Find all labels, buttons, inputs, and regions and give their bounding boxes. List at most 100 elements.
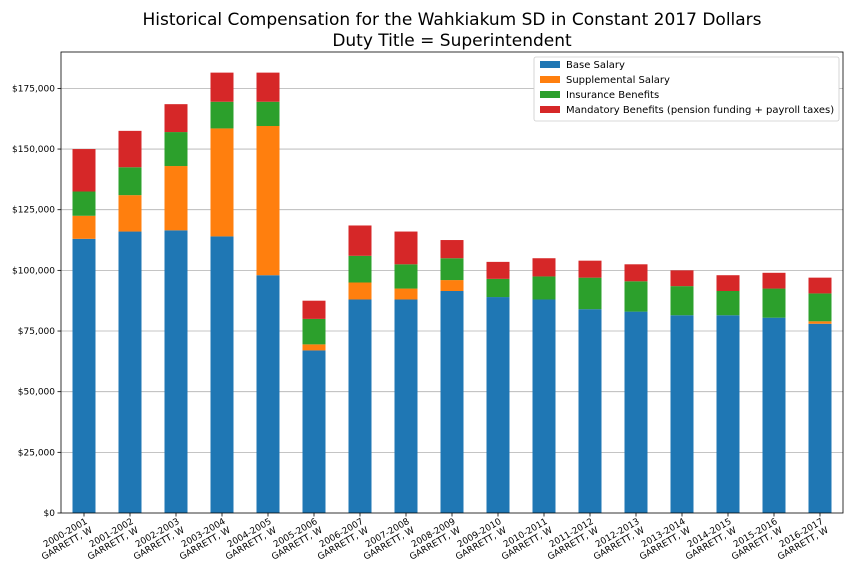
bar-segment — [670, 270, 694, 287]
bar-segment — [532, 258, 556, 277]
bar-segment — [302, 350, 326, 513]
bar-segment — [624, 264, 648, 282]
bars — [72, 72, 832, 514]
bar-segment — [256, 126, 280, 276]
bar-segment — [808, 277, 832, 294]
bar-segment — [302, 300, 326, 319]
bar-segment — [440, 280, 464, 291]
bar-segment — [348, 255, 372, 283]
bar-segment — [394, 299, 418, 513]
bar-segment — [624, 311, 648, 513]
bar-segment — [486, 278, 510, 298]
bar-segment — [210, 101, 234, 129]
bar-segment — [210, 72, 234, 102]
y-tick-label: $100,000 — [12, 266, 55, 276]
y-tick-label: $150,000 — [12, 145, 55, 155]
bar-segment — [486, 261, 510, 279]
bar-segment — [302, 344, 326, 351]
bar-segment — [118, 167, 142, 196]
bar-segment — [72, 215, 96, 239]
bar-segment — [486, 297, 510, 513]
y-tick-label: $125,000 — [12, 206, 55, 216]
bar-segment — [164, 230, 188, 513]
bar-segment — [164, 132, 188, 167]
y-axis: $0 $25,000 $50,000 $75,000 $100,000 $125,000 $… — [12, 84, 61, 519]
bar-segment — [762, 288, 786, 318]
bar-segment — [118, 130, 142, 168]
bar-segment — [440, 240, 464, 259]
bar-segment — [716, 290, 740, 316]
bar-segment — [72, 191, 96, 216]
bar-segment — [578, 277, 602, 310]
bar-segment — [348, 282, 372, 300]
bar-segment — [762, 272, 786, 289]
bar-segment — [394, 231, 418, 265]
bar-segment — [72, 149, 96, 192]
bar-segment — [164, 166, 188, 231]
bar-segment — [118, 195, 142, 232]
y-tick-label: $75,000 — [18, 327, 55, 337]
bar-segment — [348, 225, 372, 256]
bar-segment — [348, 299, 372, 513]
bar-segment — [624, 281, 648, 312]
bar-segment — [762, 317, 786, 513]
y-tick-label: $0 — [44, 509, 56, 519]
chart-subtitle: Duty Title = Superintendent — [332, 31, 572, 51]
bar-segment — [716, 315, 740, 513]
bar-segment — [440, 290, 464, 513]
bar-segment — [394, 264, 418, 289]
bar-segment — [532, 276, 556, 300]
bar-segment — [72, 238, 96, 514]
bar-segment — [532, 299, 556, 513]
legend-swatch — [540, 106, 560, 113]
bar-segment — [716, 275, 740, 291]
bar-segment — [440, 258, 464, 281]
legend-swatch — [540, 76, 560, 83]
legend-swatch — [540, 91, 560, 98]
bar-segment — [394, 288, 418, 300]
bar-segment — [256, 101, 280, 127]
bar-segment — [256, 72, 280, 102]
bar-segment — [302, 318, 326, 345]
legend-label: Mandatory Benefits (pension funding + pa… — [566, 105, 834, 116]
bar-segment — [808, 321, 832, 324]
chart-title: Historical Compensation for the Wahkiaku… — [142, 10, 761, 30]
bar-segment — [808, 323, 832, 513]
legend-swatch — [540, 61, 560, 68]
bar-segment — [670, 286, 694, 316]
bar-segment — [210, 236, 234, 513]
y-tick-label: $50,000 — [18, 388, 55, 398]
legend-label: Base Salary — [566, 60, 625, 71]
legend: Base Salary Supplemental Salary Insurance … — [533, 56, 840, 122]
y-tick-label: $25,000 — [18, 448, 55, 458]
bar-segment — [256, 275, 280, 513]
bar-segment — [670, 315, 694, 513]
legend-label: Supplemental Salary — [566, 75, 670, 86]
bar-segment — [210, 128, 234, 237]
bar-segment — [808, 293, 832, 322]
legend-box — [533, 56, 840, 122]
bar-segment — [578, 309, 602, 513]
bar-segment — [118, 231, 142, 513]
bar-segment — [578, 260, 602, 278]
legend-label: Insurance Benefits — [566, 90, 659, 101]
